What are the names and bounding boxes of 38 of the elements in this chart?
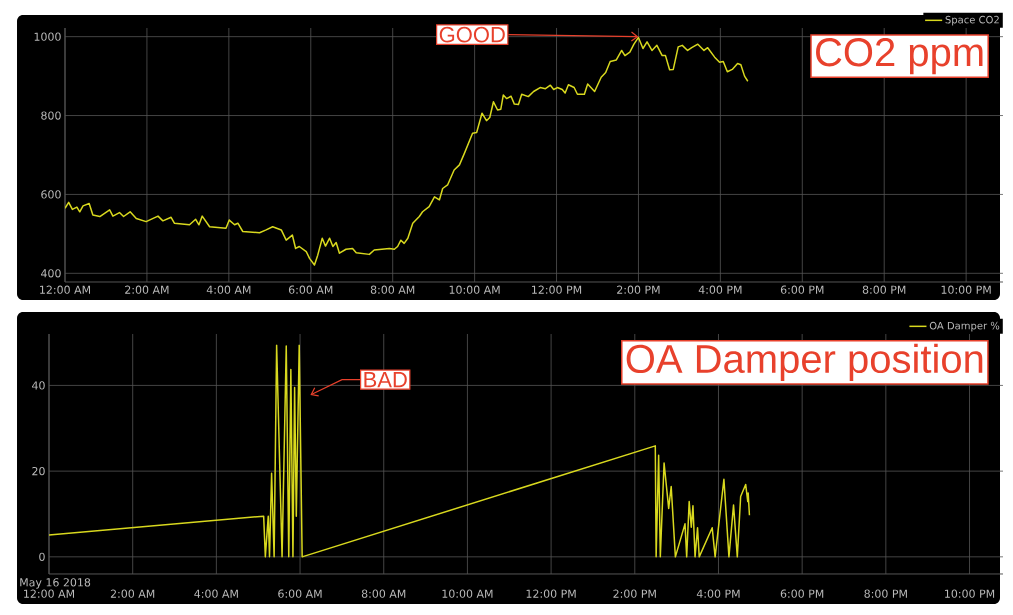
x-tick-label: 4:00 AM [206,285,251,294]
x-tick-label: 8:00 PM [862,285,906,294]
chart-title: CO2 ppm [816,38,983,75]
x-tick-label: 10:00 PM [945,589,995,598]
x-tick-label: 10:00 AM [442,589,493,598]
text: May 16 2018 [20,578,91,589]
chart-title: OA Damper position [626,343,983,382]
x-tick-label: 12:00 AM [24,589,75,598]
x-tick-label: 6:00 AM [288,285,333,294]
x-tick-label: 4:00 AM [194,589,238,598]
y-tick-label: 800 [41,111,61,120]
x-tick-label: 6:00 AM [278,589,322,598]
x-tick-label: 12:00 AM [40,285,91,294]
x-tick-label: 2:00 PM [613,589,656,598]
y-tick-label: 0 [39,552,45,561]
x-tick-label: 10:00 PM [941,285,991,294]
x-tick-label: 6:00 PM [780,285,824,294]
x-tick-label: 8:00 AM [370,285,415,294]
x-tick-label: 6:00 PM [780,589,824,598]
annotation: BAD [364,372,407,388]
y-tick-label: 400 [41,269,61,278]
y-tick-label: 1000 [34,32,61,41]
x-tick-label: 2:00 AM [110,589,155,598]
x-tick-label: 12:00 PM [532,285,582,294]
x-tick-label: 2:00 AM [125,285,169,294]
x-tick-label: 8:00 PM [864,589,907,598]
x-tick-label: 2:00 PM [617,285,660,294]
x-tick-label: 4:00 PM [698,285,742,294]
y-tick-label: 40 [32,381,45,390]
x-tick-label: 8:00 AM [361,589,406,598]
legend-label: Space CO2 [945,15,999,26]
y-tick-label: 600 [41,190,61,199]
x-tick-label: 4:00 PM [696,589,740,598]
legend-label: OA Damper % [929,321,1000,332]
y-tick-label: 20 [32,466,45,476]
x-tick-label: 12:00 PM [526,589,576,598]
annotation: GOOD [439,26,505,43]
x-tick-label: 10:00 AM [449,285,500,294]
